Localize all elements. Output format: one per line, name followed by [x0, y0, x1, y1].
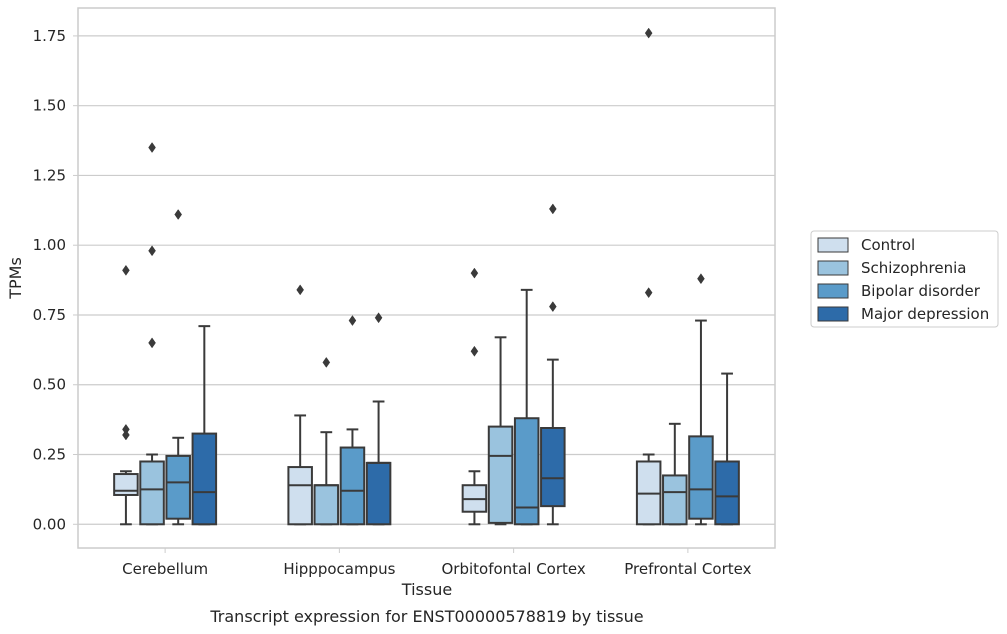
plot-area-frame: [77, 7, 776, 549]
x-axis-ticks: Cerebellum Hipppocampus Orbitofontal Corte…: [122, 548, 752, 578]
box-iqr: [139, 460, 165, 526]
x-axis-label: Tissue: [401, 580, 452, 599]
x-tick-label: Hipppocampus: [283, 560, 395, 578]
outlier-point: [549, 301, 557, 313]
x-tick-label: Prefrontal Cortex: [624, 560, 751, 578]
outlier-point: [644, 27, 653, 39]
outlier-point: [322, 356, 331, 368]
box-iqr: [287, 466, 313, 526]
box-2-2: [513, 288, 540, 526]
box-2-1: [487, 336, 514, 526]
box-iqr: [714, 460, 740, 526]
outlier-point: [549, 203, 557, 215]
legend-label: Schizophrenia: [861, 259, 966, 277]
x-tick-label: Orbitofontal Cortex: [442, 560, 586, 578]
legend-swatch: [817, 260, 849, 276]
box-iqr: [487, 425, 514, 524]
legend-box: [810, 230, 999, 328]
gridlines: [78, 35, 775, 525]
outlier-point: [148, 337, 156, 349]
box-2-3: [540, 203, 566, 526]
y-tick-label: 1.00: [33, 236, 66, 254]
outlier-point: [374, 312, 383, 324]
legend-label: Bipolar disorder: [861, 282, 981, 300]
y-tick-label: 1.50: [33, 97, 66, 115]
outlier-point: [697, 273, 705, 285]
outlier-point: [470, 267, 479, 279]
box-3-1: [662, 422, 688, 526]
box-1-2: [339, 315, 366, 526]
box-iqr: [513, 417, 540, 526]
box-0-3: [191, 325, 218, 526]
legend: Control Schizophrenia Bipolar disorder Majo…: [810, 230, 999, 328]
box-iqr: [113, 473, 139, 496]
box-series: [113, 27, 740, 526]
box-0-1: [139, 142, 165, 526]
outlier-point: [122, 429, 130, 441]
y-tick-label: 0.25: [33, 446, 66, 464]
box-iqr: [365, 461, 392, 526]
box-1-3: [365, 312, 392, 526]
outlier-point: [122, 264, 130, 276]
outlier-point: [148, 142, 156, 153]
x-tick-label: Cerebellum: [122, 560, 208, 578]
box-3-0: [635, 27, 662, 526]
legend-swatch: [817, 306, 849, 322]
box-iqr: [165, 454, 191, 520]
legend-swatch: [817, 283, 849, 299]
box-iqr: [191, 432, 218, 526]
box-1-0: [287, 284, 313, 526]
outlier-point: [148, 245, 156, 257]
box-iqr: [688, 435, 714, 520]
outlier-point: [122, 423, 130, 435]
box-iqr: [662, 474, 688, 526]
box-0-2: [165, 209, 191, 526]
box-3-2: [688, 273, 714, 526]
y-axis-ticks: 0.00 0.25 0.50 0.75 1.00 1.25 1.50 1.75: [33, 27, 78, 533]
box-iqr: [339, 446, 366, 526]
y-tick-label: 1.25: [33, 166, 66, 184]
legend-swatch: [817, 237, 849, 253]
box-1-1: [313, 356, 340, 526]
y-tick-label: 0.50: [33, 376, 66, 394]
box-3-3: [714, 372, 740, 526]
y-tick-label: 1.75: [33, 27, 66, 45]
chart-caption: Transcript expression for ENST0000057881…: [209, 607, 643, 626]
outlier-point: [174, 209, 182, 220]
box-0-0: [113, 264, 139, 526]
y-tick-label: 0.00: [33, 515, 66, 533]
outlier-point: [470, 345, 479, 357]
outlier-point: [348, 315, 357, 326]
y-axis-label: TPMs: [6, 257, 25, 300]
outlier-point: [296, 284, 304, 296]
y-tick-label: 0.75: [33, 306, 66, 324]
legend-label: Control: [861, 236, 915, 254]
box-iqr: [540, 427, 566, 508]
box-iqr: [313, 484, 340, 526]
outlier-point: [644, 287, 653, 299]
box-2-0: [461, 267, 488, 526]
legend-label: Major depression: [861, 305, 989, 323]
